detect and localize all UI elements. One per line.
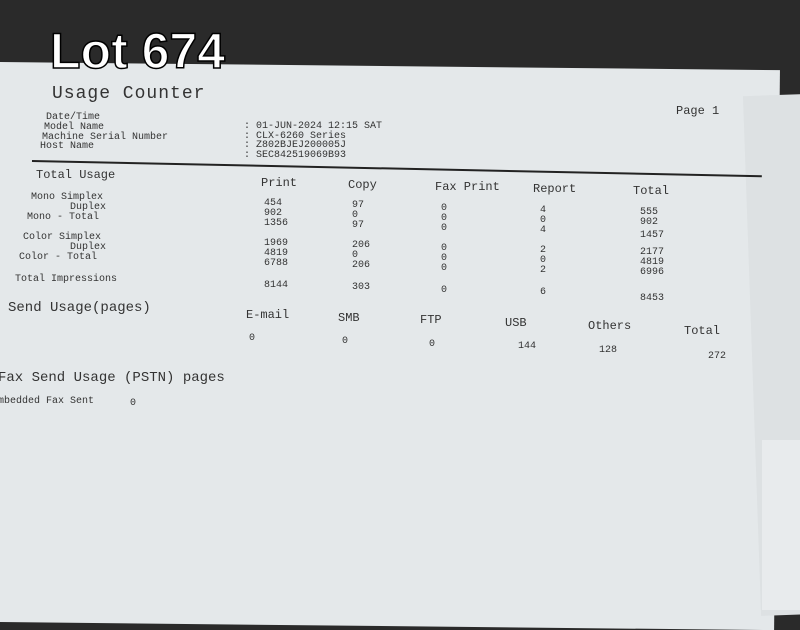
cell-fax-print: 0 — [441, 253, 448, 264]
fax-send-heading: Fax Send Usage (PSTN) pages — [0, 370, 225, 386]
report-title: Usage Counter — [52, 84, 206, 104]
fax-sent-label: mbedded Fax Sent — [0, 396, 95, 407]
cell-copy: 206 — [352, 240, 371, 251]
background-paper — [762, 440, 800, 610]
cell-fax-print: 0 — [441, 285, 448, 296]
send-column-header: Others — [588, 319, 632, 333]
cell-copy: 0 — [352, 250, 359, 261]
cell-copy: 0 — [352, 210, 359, 221]
row-label: Color - Total — [19, 252, 98, 263]
cell-total: 4819 — [640, 257, 665, 268]
cell-total: 6996 — [640, 267, 665, 278]
cell-print: 6788 — [264, 258, 289, 269]
send-column-header: SMB — [338, 311, 360, 325]
cell-total: 1457 — [640, 230, 665, 241]
info-label: Date/Time — [46, 112, 101, 123]
column-header: Report — [533, 182, 577, 196]
send-column-header: Total — [684, 324, 721, 338]
cell-fax-print: 0 — [441, 263, 448, 274]
row-label: Duplex — [70, 242, 107, 253]
cell-copy: 206 — [352, 260, 371, 271]
info-label: Model Name — [44, 122, 105, 133]
cell-report: 4 — [540, 225, 547, 236]
send-value: 0 — [342, 336, 349, 347]
send-usage-heading: Send Usage(pages) — [8, 300, 151, 316]
total-usage-heading: Total Usage — [36, 168, 116, 182]
cell-print: 1969 — [264, 238, 289, 249]
cell-fax-print: 0 — [441, 223, 448, 234]
cell-fax-print: 0 — [441, 203, 448, 214]
row-label: Duplex — [70, 202, 107, 213]
send-value: 0 — [249, 333, 256, 344]
send-column-header: E-mail — [246, 308, 290, 322]
cell-report: 6 — [540, 287, 547, 298]
column-header: Copy — [348, 178, 377, 192]
send-value: 144 — [518, 341, 537, 352]
cell-report: 4 — [540, 205, 547, 216]
info-value: : SEC842519069B93 — [244, 150, 347, 161]
column-header: Fax Print — [435, 180, 500, 194]
cell-print: 1356 — [264, 218, 289, 229]
row-label: Total Impressions — [15, 274, 118, 285]
cell-fax-print: 0 — [441, 243, 448, 254]
cell-total: 902 — [640, 217, 659, 228]
cell-report: 2 — [540, 265, 547, 276]
send-value: 0 — [429, 339, 436, 350]
row-label: Mono - Total — [27, 212, 100, 223]
cell-total: 8453 — [640, 293, 665, 304]
cell-copy: 97 — [352, 220, 365, 231]
cell-print: 902 — [264, 208, 283, 219]
cell-copy: 97 — [352, 200, 365, 211]
cell-report: 0 — [540, 215, 547, 226]
info-label: Machine Serial Number — [42, 132, 169, 143]
cell-print: 8144 — [264, 280, 289, 291]
send-value: 128 — [599, 345, 618, 356]
column-header: Total — [633, 184, 670, 198]
usage-report-page — [0, 62, 780, 630]
fax-sent-value: 0 — [130, 398, 137, 409]
info-label: Host Name — [40, 141, 95, 152]
row-label: Mono Simplex — [31, 192, 104, 203]
row-label: Color Simplex — [23, 232, 102, 243]
cell-total: 2177 — [640, 247, 665, 258]
send-column-header: FTP — [420, 313, 442, 327]
cell-copy: 303 — [352, 282, 371, 293]
cell-fax-print: 0 — [441, 213, 448, 224]
send-value: 272 — [708, 351, 727, 362]
cell-print: 454 — [264, 198, 283, 209]
cell-total: 555 — [640, 207, 659, 218]
info-value: : 01-JUN-2024 12:15 SAT — [244, 121, 383, 132]
column-header: Print — [261, 176, 298, 190]
send-column-header: USB — [505, 316, 527, 330]
info-value: : Z802BJEJ200005J — [244, 140, 347, 151]
info-value: : CLX-6260 Series — [244, 131, 347, 142]
cell-report: 0 — [540, 255, 547, 266]
lot-watermark: Lot 674 — [49, 22, 226, 80]
cell-report: 2 — [540, 245, 547, 256]
page-number: Page 1 — [676, 104, 720, 118]
cell-print: 4819 — [264, 248, 289, 259]
